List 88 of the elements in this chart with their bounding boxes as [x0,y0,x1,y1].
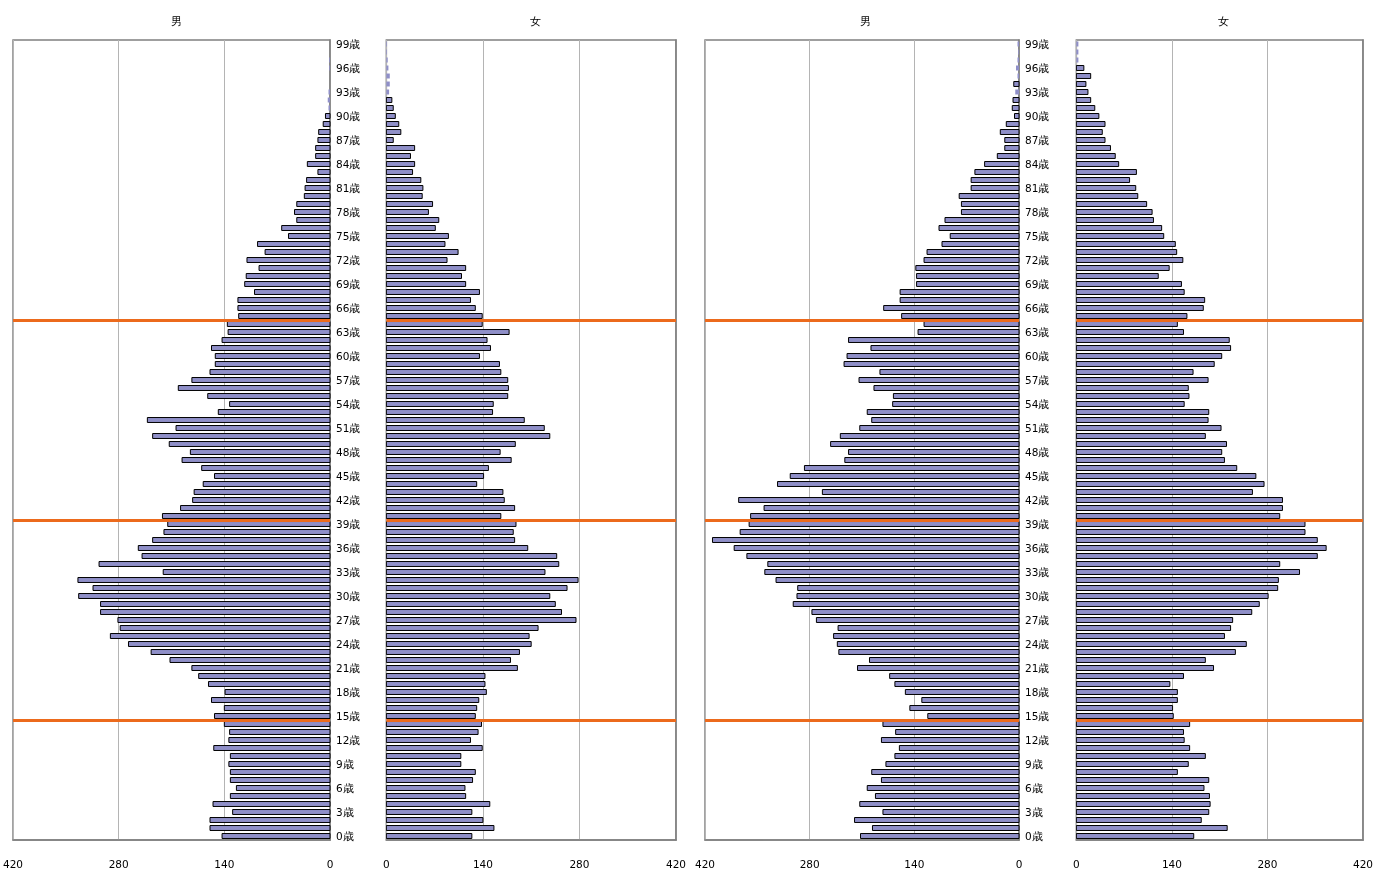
y-tick-label: 6歳 [1025,782,1043,794]
y-tick-label: 81歳 [1025,182,1050,194]
x-tick-label: 420 [665,857,687,870]
y-tick-label: 9歳 [336,758,354,770]
chart-title: 男 [170,14,182,27]
x-tick-label: 420 [1352,857,1374,870]
x-tick-label: 420 [3,857,24,870]
y-tick-label: 42歳 [336,494,361,506]
x-tick-label: 280 [569,857,590,870]
y-tick-label: 96歳 [336,62,361,74]
y-tick-label: 60歳 [1025,350,1050,362]
y-tick-label: 69歳 [1025,278,1050,290]
y-tick-label: 45歳 [1025,470,1050,482]
y-tick-label: 87歳 [336,134,361,146]
y-tick-label: 27歳 [336,614,361,626]
y-tick-label: 87歳 [1025,134,1050,146]
y-tick-label: 99歳 [1025,38,1050,50]
y-tick-label: 93歳 [336,86,361,98]
y-tick-label: 54歳 [336,398,361,410]
y-tick-label: 84歳 [1025,158,1050,170]
y-tick-label: 30歳 [336,590,361,602]
y-tick-label: 99歳 [336,38,361,50]
y-tick-label: 72歳 [336,254,361,266]
y-tick-label: 45歳 [336,470,361,482]
x-tick-label: 0 [1015,857,1023,870]
x-tick-label: 0 [326,857,334,870]
y-tick-label: 18歳 [336,686,361,698]
y-tick-label: 90歳 [336,110,361,122]
x-tick-label: 420 [695,857,716,870]
x-tick-label: 140 [472,857,493,870]
x-tick-label: 140 [214,857,235,870]
x-tick-label: 280 [108,857,129,870]
y-tick-label: 3歳 [336,806,354,818]
x-tick-label: 0 [1073,857,1080,870]
y-tick-label: 0歳 [336,830,354,842]
y-tick-label: 63歳 [336,326,361,338]
y-tick-label: 3歳 [1025,806,1043,818]
y-tick-label: 15歳 [336,710,361,722]
y-tick-label: 84歳 [336,158,361,170]
x-tick-label: 140 [904,857,925,870]
y-tick-label: 66歳 [336,302,361,314]
y-tick-label: 0歳 [1025,830,1043,842]
y-tick-label: 57歳 [336,374,361,386]
chart-title: 女 [1217,14,1229,27]
y-tick-label: 57歳 [1025,374,1050,386]
y-tick-label: 60歳 [336,350,361,362]
y-tick-label: 63歳 [1025,326,1050,338]
y-tick-label: 81歳 [336,182,361,194]
y-tick-label: 69歳 [336,278,361,290]
y-tick-label: 30歳 [1025,590,1050,602]
y-tick-label: 24歳 [1025,638,1050,650]
chart-title: 女 [529,14,541,27]
y-tick-label: 78歳 [336,206,361,218]
x-tick-label: 0 [383,857,390,870]
y-tick-label: 42歳 [1025,494,1050,506]
y-tick-label: 24歳 [336,638,361,650]
y-tick-label: 6歳 [336,782,354,794]
y-tick-label: 33歳 [336,566,361,578]
y-tick-label: 21歳 [1025,662,1050,674]
y-tick-label: 51歳 [336,422,361,434]
y-tick-label: 12歳 [336,734,361,746]
y-tick-label: 12歳 [1025,734,1050,746]
x-tick-label: 140 [1161,857,1182,870]
chart-title: 男 [859,14,871,27]
y-tick-label: 36歳 [1025,542,1050,554]
y-tick-label: 48歳 [336,446,361,458]
y-tick-label: 96歳 [1025,62,1050,74]
y-tick-label: 36歳 [336,542,361,554]
y-tick-label: 72歳 [1025,254,1050,266]
y-tick-label: 93歳 [1025,86,1050,98]
y-tick-label: 66歳 [1025,302,1050,314]
y-tick-label: 9歳 [1025,758,1043,770]
y-tick-label: 39歳 [1025,518,1050,530]
y-tick-label: 75歳 [1025,230,1050,242]
y-tick-label: 48歳 [1025,446,1050,458]
y-tick-label: 18歳 [1025,686,1050,698]
y-tick-label: 51歳 [1025,422,1050,434]
y-tick-label: 75歳 [336,230,361,242]
y-tick-label: 90歳 [1025,110,1050,122]
y-tick-label: 21歳 [336,662,361,674]
y-tick-label: 33歳 [1025,566,1050,578]
y-tick-label: 39歳 [336,518,361,530]
y-tick-label: 27歳 [1025,614,1050,626]
y-tick-label: 78歳 [1025,206,1050,218]
y-tick-label: 54歳 [1025,398,1050,410]
y-tick-label: 15歳 [1025,710,1050,722]
x-tick-label: 280 [799,857,820,870]
x-tick-label: 280 [1257,857,1278,870]
